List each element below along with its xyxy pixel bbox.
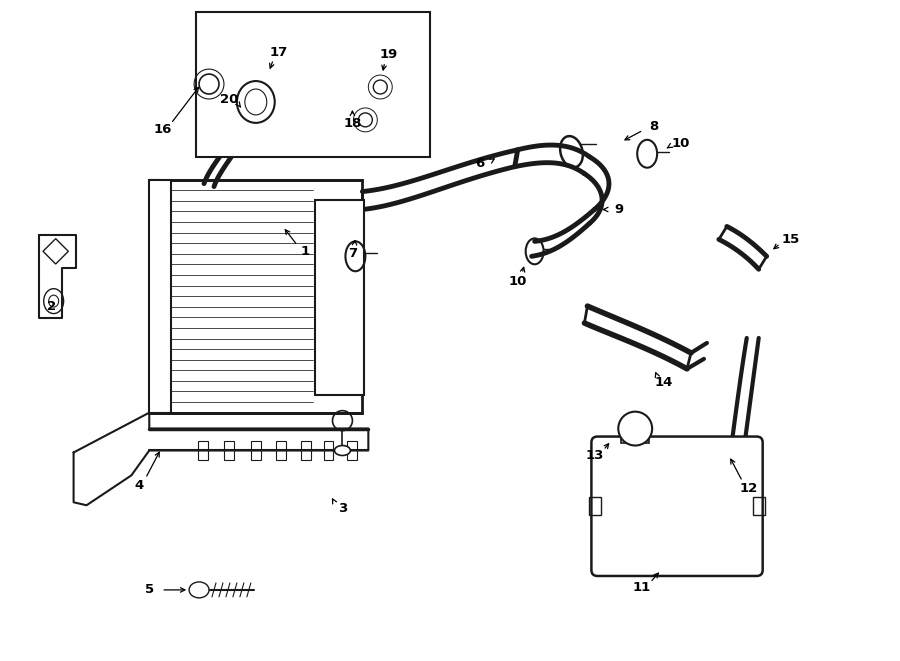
Text: 4: 4 [135, 479, 144, 492]
Bar [621, 428, 649, 442]
Text: 17: 17 [270, 46, 288, 59]
Bar [590, 497, 601, 515]
Bar [275, 440, 285, 461]
Text: 20: 20 [220, 93, 238, 106]
Text: 13: 13 [585, 449, 604, 462]
Text: 16: 16 [154, 124, 173, 136]
Bar [149, 180, 171, 412]
Bar [251, 440, 261, 461]
Bar [224, 440, 234, 461]
Circle shape [618, 412, 652, 446]
Bar [198, 440, 208, 461]
Text: 3: 3 [338, 502, 347, 515]
Text: 7: 7 [347, 247, 357, 260]
Text: 8: 8 [650, 120, 659, 134]
Text: 18: 18 [343, 118, 362, 130]
Text: 6: 6 [475, 157, 484, 170]
Bar [323, 440, 334, 461]
Text: 10: 10 [671, 137, 690, 150]
Text: 15: 15 [781, 233, 800, 246]
Text: 2: 2 [47, 299, 56, 313]
Text: 9: 9 [615, 203, 624, 216]
Bar [347, 440, 357, 461]
Text: 14: 14 [655, 376, 673, 389]
Ellipse shape [189, 582, 209, 598]
Bar [752, 497, 765, 515]
Bar [196, 13, 430, 157]
Bar [301, 440, 310, 461]
Text: 11: 11 [632, 582, 651, 594]
Text: 5: 5 [145, 584, 154, 596]
Text: 1: 1 [301, 245, 310, 258]
Ellipse shape [335, 446, 350, 455]
Bar [315, 200, 365, 395]
Text: 12: 12 [740, 482, 758, 495]
Text: 10: 10 [508, 275, 526, 288]
Bar [43, 239, 68, 264]
Text: 19: 19 [379, 48, 398, 61]
FancyBboxPatch shape [591, 436, 762, 576]
